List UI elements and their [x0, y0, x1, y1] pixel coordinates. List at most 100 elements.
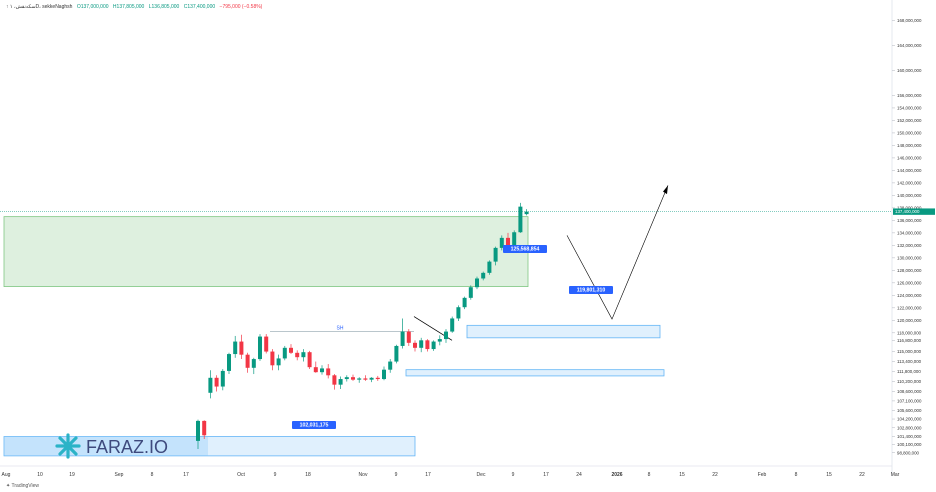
y-tick-label: 144,000,000 [897, 168, 922, 173]
x-tick-label: 17 [425, 472, 431, 478]
candle-body [320, 368, 324, 373]
y-tick-label: 115,000,000 [897, 349, 922, 354]
ohlc-change: −795,000 (−0.58%) [219, 4, 263, 10]
x-tick-label: Nov [359, 472, 368, 478]
candle-body [413, 342, 417, 348]
candle-body [282, 347, 287, 359]
candle-body [289, 347, 293, 353]
candle-body [518, 206, 523, 233]
candle-body [332, 375, 337, 385]
candle-body [512, 232, 517, 248]
candle-body [208, 377, 213, 393]
projection-arrow-head [663, 185, 668, 195]
y-tick-label: 110,200,000 [897, 379, 922, 384]
candle-body [375, 377, 380, 380]
y-tick-label: 101,400,000 [897, 434, 922, 439]
demand-zone-green [3, 216, 529, 287]
candle-body [437, 339, 442, 342]
x-tick-label: 22 [712, 472, 718, 478]
x-tick-label: 10 [37, 472, 43, 478]
tradingview-brand: ✦ TradingView [6, 483, 39, 489]
candle-body [431, 341, 436, 350]
x-tick-label: Dec [477, 472, 486, 478]
candle-body [524, 211, 529, 215]
candle-body [357, 378, 362, 380]
highlight-band [4, 436, 208, 456]
candle-body [233, 341, 238, 355]
candle-body [475, 278, 479, 288]
y-tick-label: 104,200,000 [897, 417, 922, 422]
x-tick-label: 15 [826, 472, 832, 478]
candle-body [202, 420, 207, 436]
y-tick-label: 130,000,000 [897, 255, 922, 260]
candle-body [245, 354, 250, 368]
candle-body [295, 352, 300, 358]
y-tick-label: 126,000,000 [897, 280, 922, 285]
tradingview-label: TradingView [11, 483, 40, 489]
candle-body [251, 359, 256, 368]
y-tick-label: 116,800,000 [897, 338, 922, 343]
x-tick-label: 18 [305, 472, 311, 478]
candle-body [363, 378, 368, 380]
y-tick-label: 107,100,000 [897, 399, 922, 404]
candle-body [196, 420, 200, 441]
candle-body [394, 345, 399, 362]
candle-body [400, 331, 405, 346]
y-tick-label: 156,000,000 [897, 93, 922, 98]
x-tick-label: Mar [891, 472, 900, 478]
candle-body [313, 367, 318, 373]
y-tick-label: 160,000,000 [897, 68, 922, 73]
candle-body [481, 272, 486, 279]
candle-body [382, 369, 386, 380]
candle-body [326, 368, 331, 376]
ohlc-low: L136,805,000 [148, 4, 180, 10]
candle-body [456, 307, 461, 319]
candle-body [450, 318, 455, 332]
x-tick-label: 9 [395, 472, 398, 478]
y-tick-label: 142,000,000 [897, 181, 922, 186]
candle-body [307, 352, 312, 368]
x-tick-label: 15 [679, 472, 685, 478]
logo-text: FARAZ.IO [86, 437, 168, 457]
ohlc-high: H137,805,000 [112, 4, 145, 10]
candle-body [239, 341, 244, 355]
y-tick-label: 138,000,000 [897, 205, 922, 210]
candle-body [264, 336, 269, 352]
price-label-box [503, 245, 547, 253]
price-label-text: 102,031,175 [300, 423, 329, 429]
y-tick-label: 124,000,000 [897, 293, 922, 298]
candle-body [276, 358, 281, 366]
candle-body [406, 331, 411, 343]
y-tick-label: 164,000,000 [897, 43, 922, 48]
projection-path [566, 185, 669, 320]
symbol-header: ↑ سکه‌نقش، ۱D، sekkeNaghsh O137,000,000 … [6, 4, 265, 10]
candle-body [301, 352, 306, 358]
y-tick-label: 108,600,000 [897, 389, 922, 394]
axes: 98,800,000 100,100,000 101,400,000 102,800,… [0, 0, 922, 478]
tradingview-icon: ✦ [6, 483, 12, 489]
y-tick-label: 111,800,000 [897, 369, 921, 374]
demand-zone-blue [3, 436, 416, 457]
y-tick-label: 98,800,000 [897, 450, 920, 455]
y-tick-label: 102,800,000 [897, 425, 922, 430]
y-tick-label: 113,400,000 [897, 359, 922, 364]
candle-body [462, 297, 467, 308]
candle-body [419, 340, 424, 348]
y-tick-label: 134,000,000 [897, 230, 922, 235]
y-tick-label: 118,000,000 [897, 330, 922, 335]
x-tick-label: Oct [237, 472, 245, 478]
candle-body [499, 237, 504, 248]
last-price-tag [893, 208, 935, 215]
y-tick-label: 132,000,000 [897, 243, 922, 248]
x-tick-label: 22 [859, 472, 865, 478]
x-tick-label: 19 [69, 472, 75, 478]
price-label-box [569, 286, 613, 294]
y-tick-label: 152,000,000 [897, 118, 922, 123]
x-tick-label: 24 [576, 472, 582, 478]
candle-body [220, 370, 225, 387]
candle-body [369, 377, 374, 380]
x-tick-label: Feb [758, 472, 767, 478]
demand-zone-blue [405, 369, 665, 377]
ohlc-open: O137,000,000 [76, 4, 109, 10]
